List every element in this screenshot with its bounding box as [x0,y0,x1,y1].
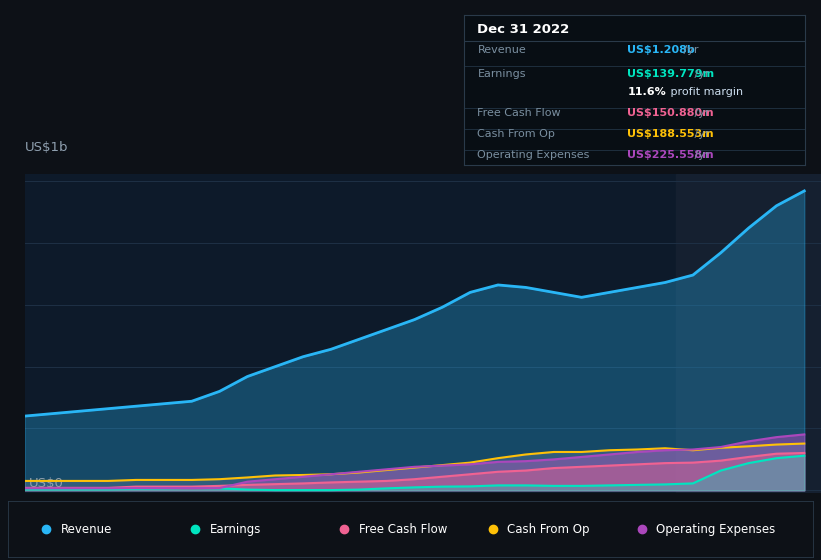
Text: Operating Expenses: Operating Expenses [656,522,776,536]
Text: Revenue: Revenue [478,45,526,55]
Text: /yr: /yr [691,150,709,160]
Text: /yr: /yr [691,129,709,139]
Text: Earnings: Earnings [209,522,261,536]
Text: Dec 31 2022: Dec 31 2022 [478,22,570,36]
Text: Operating Expenses: Operating Expenses [478,150,589,160]
Text: Earnings: Earnings [478,69,526,79]
Text: Cash From Op: Cash From Op [507,522,590,536]
Text: US$0: US$0 [29,477,63,489]
Text: US$1.208b: US$1.208b [627,45,695,55]
Text: /yr: /yr [691,69,709,79]
Bar [677,174,821,493]
Text: profit margin: profit margin [667,87,743,97]
Text: Free Cash Flow: Free Cash Flow [359,522,447,536]
Text: US$150.880m: US$150.880m [627,108,714,118]
Text: Revenue: Revenue [61,522,112,536]
Text: US$139.779m: US$139.779m [627,69,714,79]
Text: Cash From Op: Cash From Op [478,129,555,139]
Text: US$225.558m: US$225.558m [627,150,714,160]
Text: 11.6%: 11.6% [627,87,666,97]
Text: /yr: /yr [691,108,709,118]
Text: US$188.553m: US$188.553m [627,129,714,139]
Text: /yr: /yr [680,45,698,55]
Text: US$1b: US$1b [25,142,68,155]
Text: Free Cash Flow: Free Cash Flow [478,108,561,118]
